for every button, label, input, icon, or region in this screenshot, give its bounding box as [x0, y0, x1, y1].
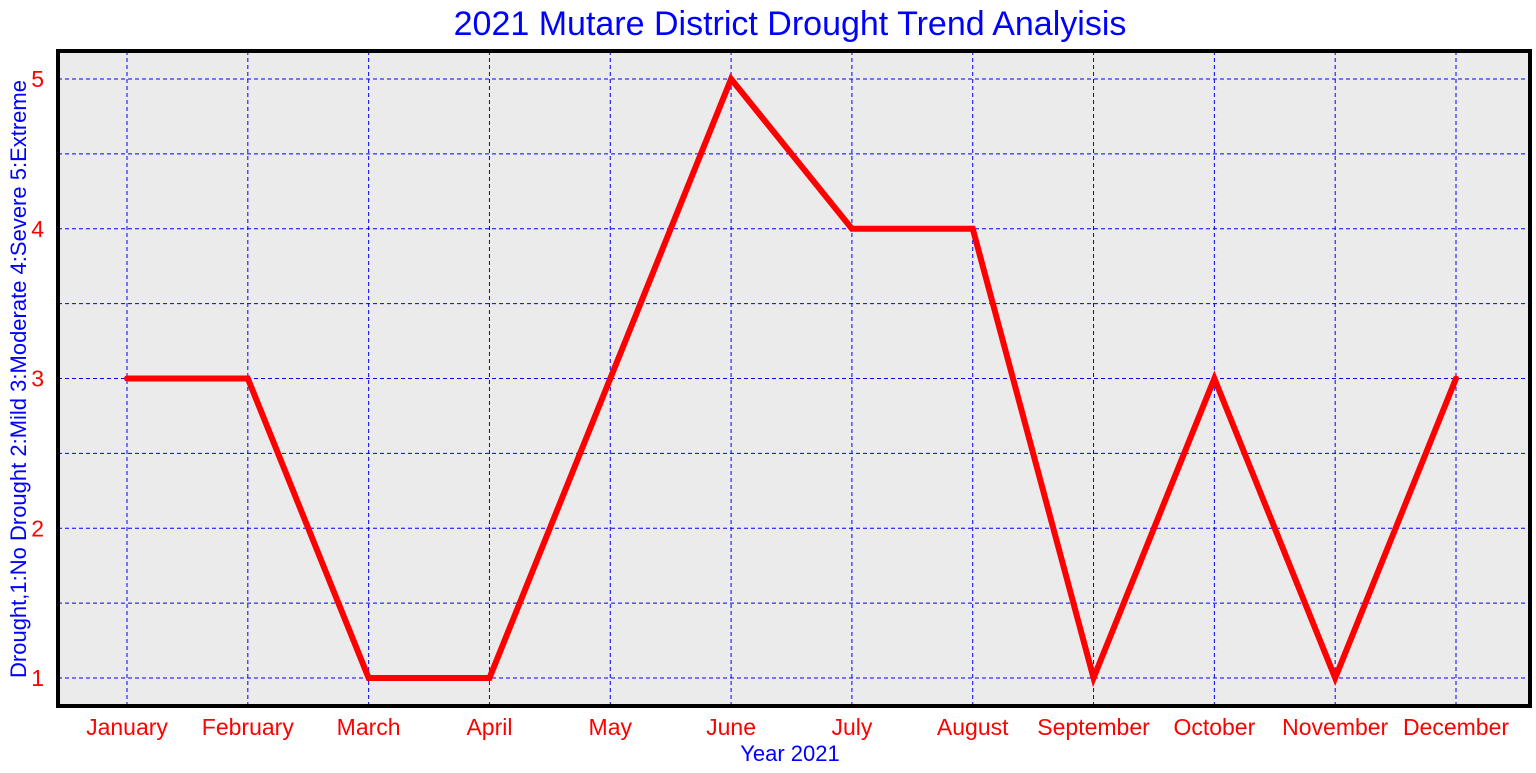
x-axis-label: Year 2021 [740, 741, 840, 766]
data-point-january [126, 378, 128, 379]
x-tick-label-march: March [337, 714, 401, 740]
chart-title: 2021 Mutare District Drought Trend Analy… [454, 5, 1127, 43]
y-tick-label: 2 [31, 515, 44, 541]
data-point-august [972, 228, 974, 230]
data-point-march [368, 677, 370, 679]
x-tick-label-september: September [1037, 714, 1150, 740]
data-point-april [488, 677, 490, 679]
x-tick-label-october: October [1173, 714, 1255, 740]
x-tick-label-december: December [1403, 714, 1509, 740]
data-point-july [851, 228, 853, 230]
y-tick-label: 4 [31, 216, 44, 242]
data-point-october [1213, 378, 1215, 379]
data-point-may [609, 378, 611, 379]
x-tick-label-may: May [589, 714, 633, 740]
data-point-september [1093, 677, 1095, 679]
y-tick-label: 1 [31, 665, 44, 691]
series-layer [124, 73, 1459, 688]
data-point-december [1455, 378, 1457, 379]
x-tick-label-february: February [202, 714, 295, 740]
data-point-june [730, 78, 732, 80]
x-tick-label-august: August [937, 714, 1009, 740]
y-tick-label: 3 [31, 366, 44, 392]
x-tick-label-january: January [86, 714, 168, 740]
data-point-november [1334, 677, 1336, 679]
y-tick-labels: 1 2 3 4 5 [31, 66, 44, 691]
grid-lines [58, 51, 1530, 706]
plot-frame [56, 49, 1532, 708]
x-tick-labels: January February March April May June July Augu… [86, 714, 1509, 740]
x-tick-label-july: July [831, 714, 872, 740]
x-tick-label-april: April [466, 714, 512, 740]
data-point-february [247, 378, 249, 379]
y-tick-label: 5 [31, 66, 44, 92]
y-axis-label: Drought,1:No Drought 2:Mild 3:Moderate 4… [6, 80, 31, 678]
series-line [124, 73, 1459, 688]
x-tick-label-june: June [706, 714, 756, 740]
x-tick-label-november: November [1282, 714, 1388, 740]
